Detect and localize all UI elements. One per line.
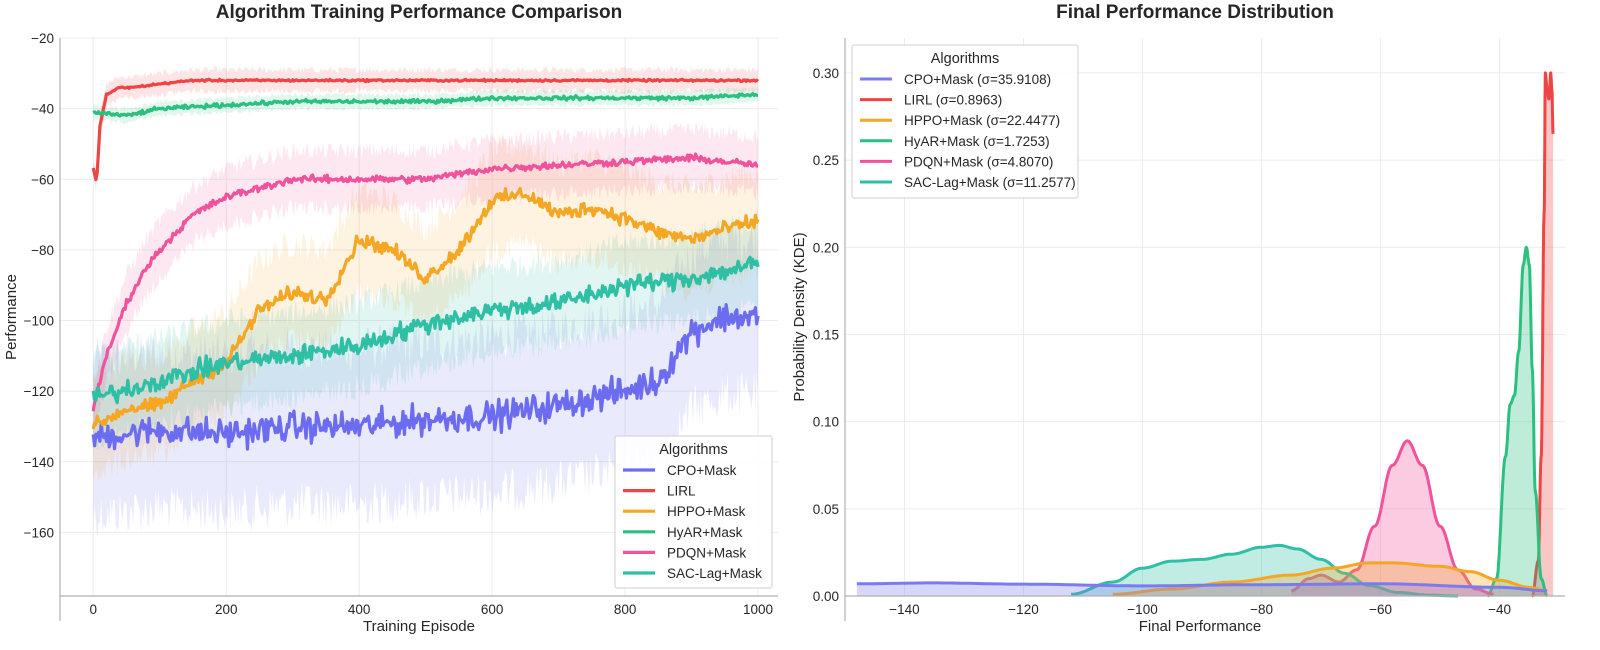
legend-entry-4: PDQN+Mask: [667, 545, 746, 560]
distribution-chart: 0.00 0.05 0.10 0.15 0.20 0.25 0.30 −140 −120 −100…: [791, 2, 1565, 635]
density-line-0: [856, 581, 1548, 593]
legend-entry-2: HPPO+Mask (σ=22.4477): [904, 113, 1060, 128]
y-tick-label: 0.10: [813, 415, 839, 430]
series-line-1: [91, 77, 760, 182]
x-tick-label: 1000: [743, 602, 773, 617]
x-tick-label: −40: [1488, 602, 1511, 617]
y-tick-label: 0.05: [813, 502, 839, 517]
density-fill-4: [1291, 440, 1494, 596]
y-tick-label: −60: [31, 172, 54, 187]
x-tick-label: −60: [1369, 602, 1392, 617]
density-line-2: [1112, 561, 1548, 596]
density-line-5: [1071, 543, 1458, 598]
x-axis-label: Training Episode: [363, 618, 475, 635]
density-fill-1: [1532, 72, 1554, 596]
y-tick-label: −100: [24, 314, 54, 329]
y-tick-label: 0.15: [813, 327, 839, 342]
x-tick-label: 600: [481, 602, 504, 617]
y-tick-label: −120: [24, 384, 54, 399]
confidence-band-2: [93, 134, 759, 483]
y-tick-label: 0.00: [813, 589, 839, 604]
legend-box: [851, 44, 1079, 199]
y-tick-label: −140: [24, 455, 54, 470]
x-tick-label: 800: [614, 602, 637, 617]
legend: Algorithms CPO+Mask LIRL HPPO+Mask HyAR+Mask…: [614, 435, 773, 589]
legend: Algorithms CPO+Mask (σ=35.9108) LIRL (σ=0.…: [851, 44, 1079, 199]
x-tick-label: −80: [1250, 602, 1273, 617]
x-axis-label: Final Performance: [1139, 618, 1262, 635]
legend-entry-3: HyAR+Mask: [667, 525, 743, 540]
legend-entry-5: SAC-Lag+Mask (σ=11.2577): [904, 175, 1076, 190]
chart-title: Final Performance Distribution: [1056, 2, 1334, 23]
y-tick-label: 0.30: [813, 66, 839, 81]
density-line-1: [1530, 71, 1555, 598]
series-line-5: [91, 255, 760, 405]
density-fill-0: [856, 582, 1548, 596]
chart-title: Algorithm Training Performance Compariso…: [216, 2, 622, 23]
confidence-band-3: [93, 86, 759, 125]
density-line-3: [1486, 245, 1549, 598]
y-axis-label: Performance: [3, 274, 20, 360]
legend-entry-0: CPO+Mask: [667, 463, 737, 478]
legend-entry-5: SAC-Lag+Mask: [667, 566, 762, 581]
x-tick-label: 0: [89, 602, 97, 617]
legend-entry-0: CPO+Mask (σ=35.9108): [904, 72, 1051, 87]
density-fill-2: [1112, 562, 1548, 596]
legend-title: Algorithms: [931, 51, 1000, 67]
legend-entry-3: HyAR+Mask (σ=1.7253): [904, 134, 1050, 149]
series-line-4: [91, 152, 759, 412]
y-tick-label: 0.20: [813, 240, 839, 255]
legend-box: [614, 435, 773, 589]
y-tick-label: 0.25: [813, 153, 839, 168]
legend-entry-1: LIRL (σ=0.8963): [904, 93, 1002, 108]
training-chart: −160 −140 −120 −100 −80 −60 −40 −20 0 200 400 600 80…: [3, 2, 778, 635]
legend-entry-1: LIRL: [667, 484, 696, 499]
x-tick-label: −140: [889, 602, 919, 617]
x-tick-label: 400: [348, 602, 371, 617]
y-tick-label: −80: [31, 243, 54, 258]
legend-entry-2: HPPO+Mask: [667, 504, 746, 519]
confidence-band-4: [93, 122, 759, 444]
x-tick-label: −100: [1127, 602, 1157, 617]
y-tick-label: −40: [31, 102, 54, 117]
y-tick-label: −20: [31, 31, 54, 46]
y-axis-label: Probability Density (KDE): [791, 232, 808, 401]
y-tick-label: −160: [24, 525, 54, 540]
x-tick-label: −120: [1008, 602, 1038, 617]
confidence-band-0: [93, 217, 759, 538]
x-tick-label: 200: [215, 602, 238, 617]
series-line-0: [91, 303, 760, 451]
legend-entry-4: PDQN+Mask (σ=4.8070): [904, 154, 1053, 169]
legend-title: Algorithms: [659, 442, 728, 458]
series-line-3: [92, 92, 759, 118]
